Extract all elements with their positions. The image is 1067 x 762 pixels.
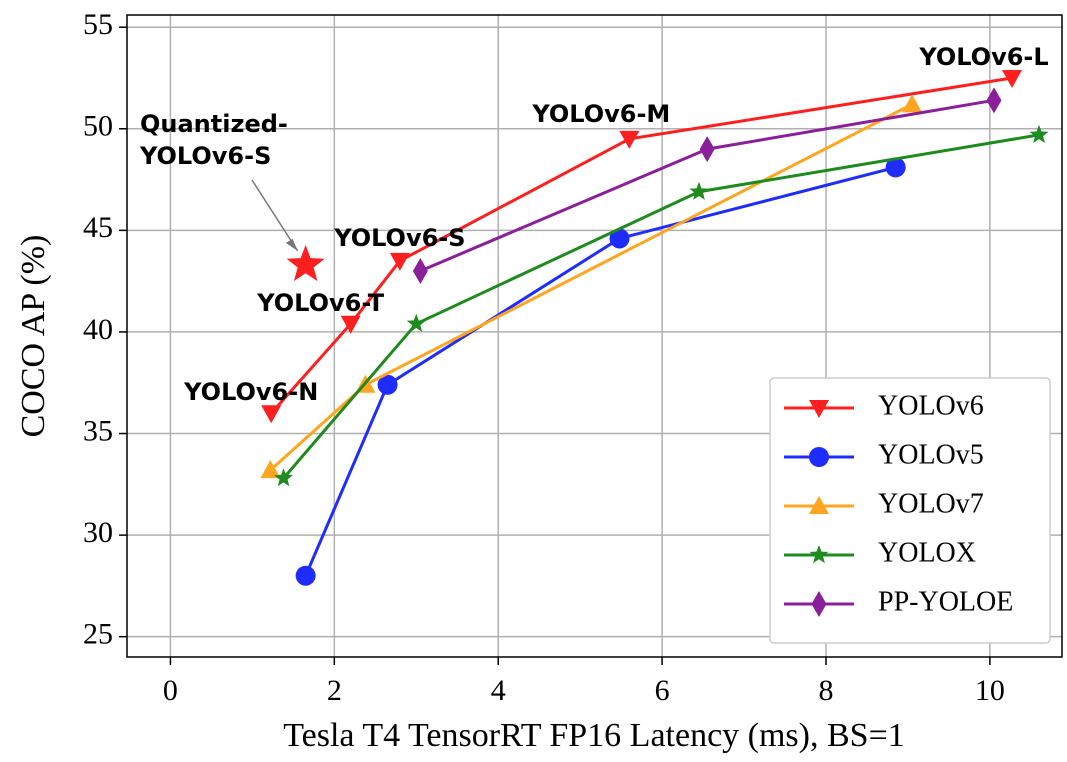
series-line xyxy=(282,133,1040,480)
marker xyxy=(286,244,325,282)
y-tick-label: 40 xyxy=(83,313,113,346)
legend: YOLOv6 YOLOv5 YOLOv7 YOLOX PP-YOLOE xyxy=(769,377,1051,644)
point-label: YOLOv6-T xyxy=(256,289,385,317)
x-axis-label: Tesla T4 TensorRT FP16 Latency (ms), BS=… xyxy=(283,717,905,754)
point-label: YOLOv6-M xyxy=(531,100,670,128)
annotation-arrow xyxy=(251,179,299,252)
x-tick-label: 4 xyxy=(491,674,506,707)
point-label: YOLOv6-N xyxy=(183,378,318,406)
legend-label: YOLOv6 xyxy=(878,390,984,421)
y-tick-label: 50 xyxy=(83,110,113,143)
marker xyxy=(1002,69,1023,88)
marker xyxy=(699,136,715,163)
marker xyxy=(809,400,829,418)
point-label: YOLOv6-S xyxy=(333,224,465,252)
y-tick-label: 55 xyxy=(83,8,113,41)
y-axis-label: COCO AP (%) xyxy=(15,235,52,438)
marker xyxy=(619,130,640,149)
marker xyxy=(261,405,282,424)
marker xyxy=(389,252,410,271)
marker xyxy=(1029,124,1049,143)
annotation-text: YOLOv6-S xyxy=(139,142,271,170)
marker xyxy=(340,315,361,334)
marker xyxy=(811,591,827,617)
marker xyxy=(885,157,906,178)
marker xyxy=(809,545,829,564)
legend-label: PP-YOLOE xyxy=(878,586,1013,617)
marker xyxy=(809,447,829,467)
marker xyxy=(295,565,316,586)
marker xyxy=(609,228,630,249)
legend-label: YOLOX xyxy=(878,537,976,568)
marker xyxy=(902,94,923,113)
legend-box xyxy=(769,377,1051,644)
x-tick-label: 0 xyxy=(163,674,178,707)
y-tick-label: 45 xyxy=(83,211,113,244)
marker xyxy=(406,313,426,332)
marker xyxy=(689,181,709,200)
x-tick-label: 8 xyxy=(818,674,833,707)
point-label: YOLOv6-L xyxy=(918,43,1048,71)
series-line xyxy=(304,165,897,577)
legend-label: YOLOv5 xyxy=(878,439,984,470)
annotation-text: Quantized- xyxy=(140,110,288,138)
y-tick-label: 25 xyxy=(83,618,113,651)
marker xyxy=(986,87,1002,114)
x-tick-label: 10 xyxy=(975,674,1005,707)
plot-frame xyxy=(126,14,1063,658)
legend-label: YOLOv7 xyxy=(878,488,984,519)
arrow-head xyxy=(285,238,298,251)
y-tick-label: 35 xyxy=(83,414,113,447)
marker xyxy=(377,374,398,395)
marker xyxy=(274,468,294,487)
x-tick-label: 6 xyxy=(655,674,670,707)
x-tick-label: 2 xyxy=(327,674,342,707)
y-tick-label: 30 xyxy=(83,516,113,549)
marker xyxy=(412,257,428,284)
marker xyxy=(809,496,829,514)
marker xyxy=(260,460,281,479)
